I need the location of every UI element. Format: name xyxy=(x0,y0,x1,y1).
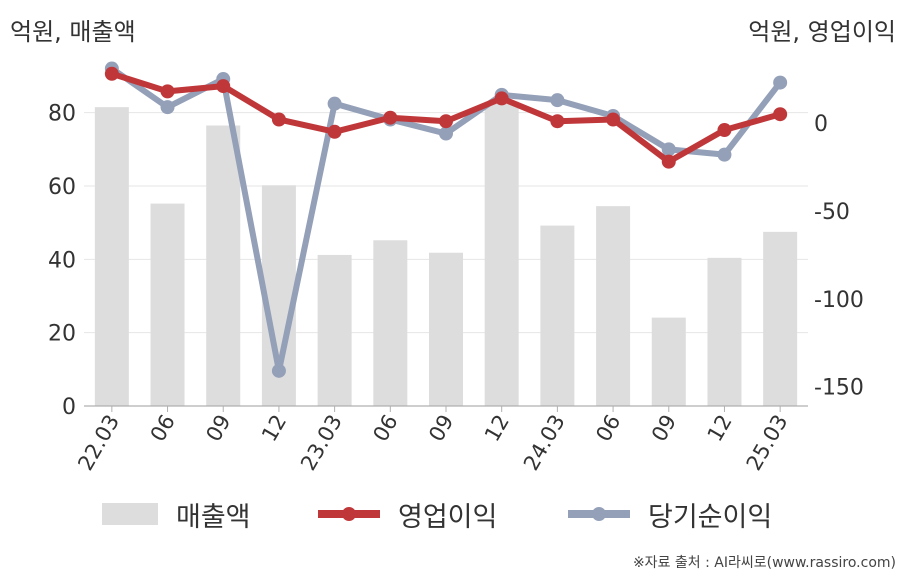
left-axis-unit: 억원, 매출액 xyxy=(10,18,136,46)
right-tick-label: -150 xyxy=(814,376,864,401)
bar xyxy=(540,225,575,406)
operating-income-point xyxy=(661,154,676,169)
operating-income-point xyxy=(606,112,621,127)
left-tick-label: 80 xyxy=(48,102,76,127)
x-tick-label: 12 xyxy=(703,411,737,446)
legend-item-net: 당기순이익 xyxy=(568,494,772,534)
bar xyxy=(763,231,798,406)
operating-income-point xyxy=(327,124,342,139)
x-tick-label: 25.03 xyxy=(742,411,793,475)
right-axis-unit: 억원, 영업이익 xyxy=(748,18,896,46)
x-tick-label: 24.03 xyxy=(519,411,570,475)
net-income-point xyxy=(439,126,453,141)
net-income-point xyxy=(773,75,788,90)
x-tick-label: 12 xyxy=(480,411,514,446)
bar xyxy=(150,203,185,406)
bar xyxy=(317,254,352,406)
operating-income-point xyxy=(160,84,175,99)
operating-income-point xyxy=(494,91,509,106)
right-tick-label: 0 xyxy=(814,112,828,137)
legend-label-revenue: 매출액 xyxy=(176,501,251,533)
net-income-point xyxy=(271,363,286,378)
left-tick-label: 40 xyxy=(48,248,76,273)
net-income-point xyxy=(550,93,565,108)
legend-item-operating: 영업이익 xyxy=(318,494,497,534)
x-tick-label: 23.03 xyxy=(296,411,347,475)
x-tick-label: 06 xyxy=(146,411,180,446)
operating-income-point xyxy=(383,110,398,125)
legend-swatch-revenue xyxy=(102,503,158,525)
x-tick-label: 09 xyxy=(201,411,235,446)
x-tick-label: 06 xyxy=(368,411,402,446)
left-tick-label: 0 xyxy=(62,395,76,420)
bar xyxy=(373,240,408,406)
right-tick-label: -50 xyxy=(814,200,850,225)
legend: 매출액 영업이익 당기순이익 xyxy=(0,494,908,534)
x-tick-label: 22.03 xyxy=(73,411,124,475)
bar xyxy=(94,107,129,407)
x-tick-label: 09 xyxy=(424,411,458,446)
legend-label-net: 당기순이익 xyxy=(648,501,773,533)
legend-swatch-operating xyxy=(318,503,380,525)
operating-income-point xyxy=(104,66,119,81)
operating-income-point xyxy=(717,123,732,138)
bar xyxy=(651,317,686,406)
left-tick-label: 20 xyxy=(48,322,76,347)
bar xyxy=(484,101,519,407)
legend-item-revenue: 매출액 xyxy=(102,494,251,534)
left-tick-label: 60 xyxy=(48,175,76,200)
net-income-point xyxy=(661,142,676,157)
bar xyxy=(596,206,631,406)
net-income-point xyxy=(160,100,175,115)
bar xyxy=(206,125,241,406)
net-income-point xyxy=(717,147,732,162)
bar xyxy=(429,252,463,406)
x-tick-label: 09 xyxy=(647,411,681,446)
legend-label-operating: 영업이익 xyxy=(398,501,498,533)
x-tick-label: 12 xyxy=(257,411,291,446)
operating-income-point xyxy=(271,112,286,127)
bar xyxy=(707,257,742,406)
right-tick-label: -100 xyxy=(814,288,864,313)
legend-swatch-net xyxy=(568,503,630,525)
x-tick-label: 06 xyxy=(591,411,625,446)
source-note: ※자료 출처 : AI라씨로(www.rassiro.com) xyxy=(632,555,896,571)
operating-income-point xyxy=(439,114,453,129)
operating-income-point xyxy=(550,114,565,129)
operating-income-point xyxy=(216,79,231,94)
operating-income-point xyxy=(773,107,788,122)
net-income-point xyxy=(327,96,342,111)
